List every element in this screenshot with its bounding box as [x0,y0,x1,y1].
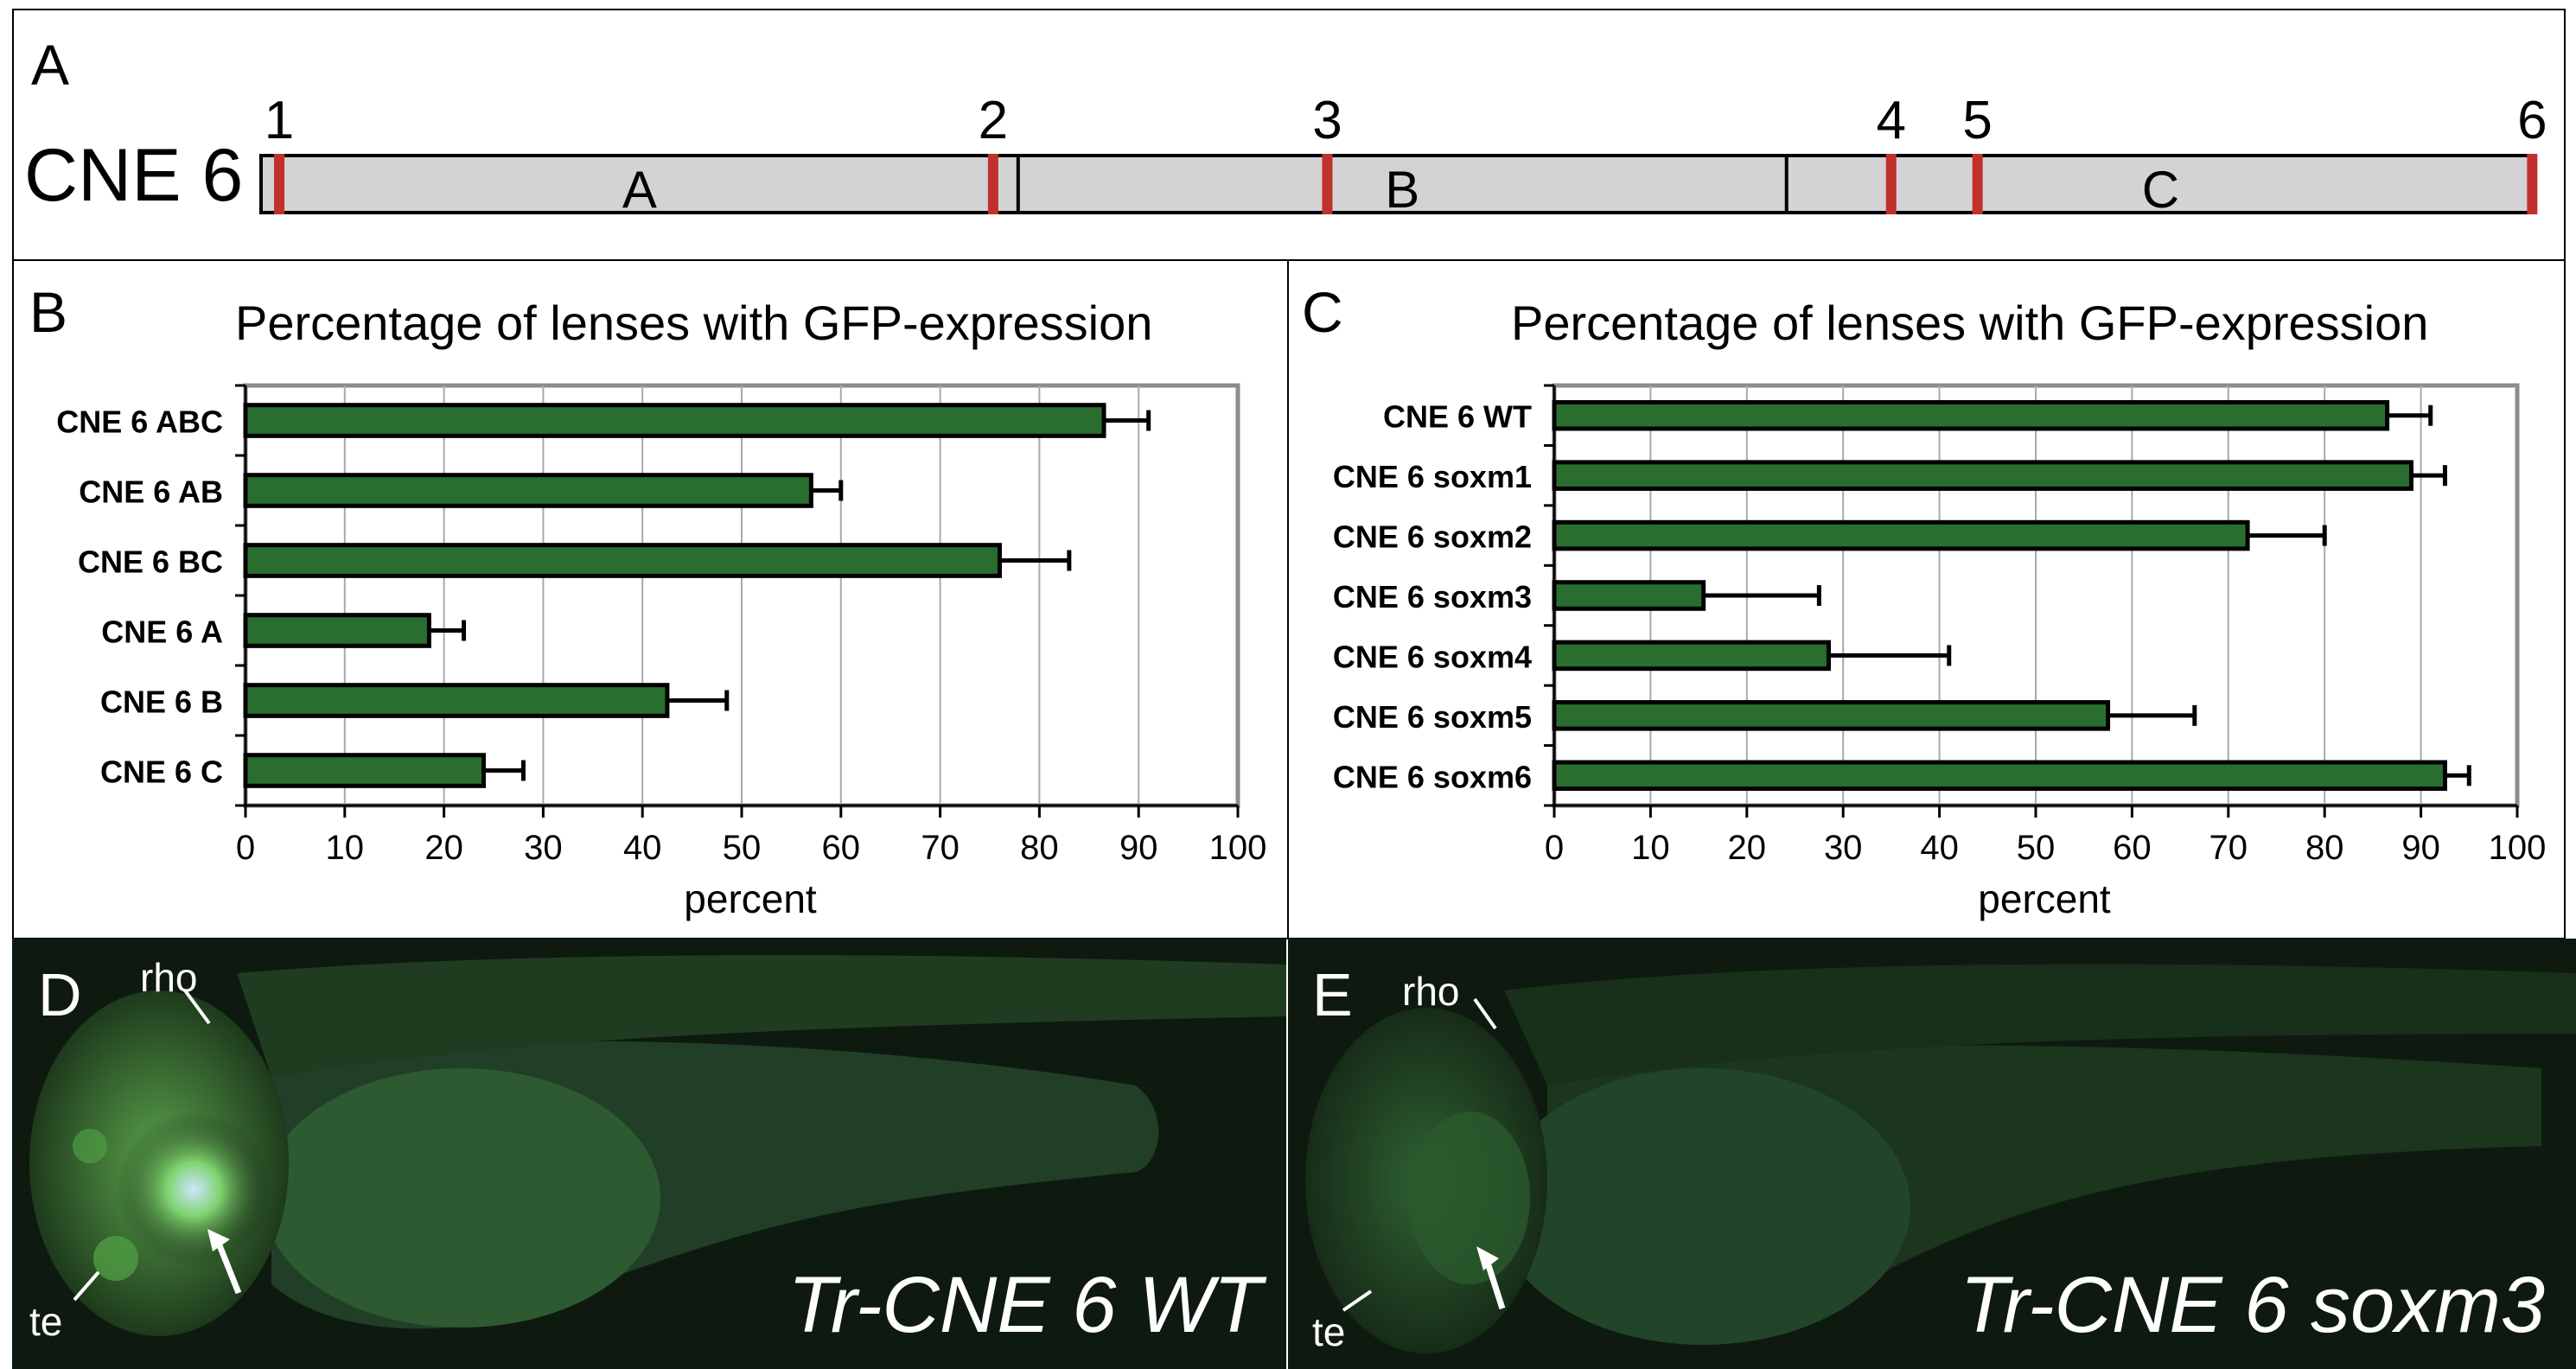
bar [1552,399,2390,431]
site-label-2: 2 [979,91,1008,150]
site-marker-4 [1885,154,1897,214]
soxm3-annotation-lines [1342,997,1506,1312]
x-tick-label: 80 [2305,829,2344,867]
bar [1552,460,2413,491]
category-label: CNE 6 WT [1383,399,1532,435]
category-label: CNE 6 soxm3 [1333,579,1532,614]
x-tick-label: 0 [1545,829,1564,867]
te-label-d: te [29,1299,63,1344]
segment-label-C: C [2142,161,2179,219]
category-label: CNE 6 soxm1 [1333,459,1532,494]
site-marker-5 [1972,154,1983,214]
panel-e-letter: E [1312,961,1353,1028]
x-tick-label: 30 [524,829,563,867]
x-tick-label: 40 [623,829,662,867]
site-marker-2 [987,154,998,214]
category-label: CNE 6 soxm5 [1333,699,1532,735]
rho-label-e: rho [1402,969,1460,1014]
site-marker-6 [2527,154,2538,214]
site-label-1: 1 [265,91,294,150]
wt-annotation-lines [73,989,242,1302]
panel-e-image: E rho te Tr-CNE 6 soxm3 [1288,939,2576,1369]
panel-d-letter: D [38,961,82,1028]
category-label: CNE 6 C [100,755,223,790]
site-label-6: 6 [2517,91,2547,150]
x-tick-label: 20 [1728,829,1767,867]
site-label-4: 4 [1876,91,1905,150]
x-tick-label: 90 [1119,829,1158,867]
site-label-3: 3 [1312,91,1342,150]
bar [243,753,487,788]
x-axis-label: percent [684,876,817,921]
panel-d-caption: Tr-CNE 6 WT [787,1261,1262,1349]
larva-soxm3-image [1305,964,2576,1353]
category-label: CNE 6 soxm4 [1333,639,1532,674]
bar [1552,640,1831,672]
chart-b-title: Percentage of lenses with GFP-expression [235,296,1153,350]
bar [1552,760,2447,792]
te-label-e: te [1312,1309,1346,1354]
bar [243,613,431,648]
x-tick-label: 70 [921,829,960,867]
x-tick-label: 60 [822,829,861,867]
x-tick-label: 70 [2209,829,2248,867]
x-tick-label: 50 [723,829,762,867]
category-label: CNE 6 soxm2 [1333,519,1532,555]
arrow-icon [1476,1246,1499,1270]
x-tick-label: 10 [326,829,365,867]
panel-b-letter: B [29,280,68,344]
segment-label-A: A [622,161,657,219]
bar [1552,519,2250,551]
x-tick-label: 80 [1020,829,1059,867]
chart-c: 0 10 20 30 40 50 60 70 80 90 100 CNE 6 WT CNE 6 soxm… [1333,383,2547,921]
x-tick-label: 30 [1824,829,1863,867]
panel-c-letter: C [1302,280,1343,344]
x-tick-label: 40 [1920,829,1959,867]
x-tick-label: 60 [2113,829,2152,867]
category-label: CNE 6 BC [78,544,223,580]
x-tick-label: 10 [1631,829,1670,867]
category-label: CNE 6 ABC [56,404,223,440]
category-label: CNE 6 B [100,684,223,720]
site-marker-3 [1322,154,1333,214]
bar [243,403,1106,438]
segment-label-B: B [1385,161,1419,219]
x-axis-label: percent [1978,876,2111,921]
category-label: CNE 6 soxm6 [1333,759,1532,794]
site-label-5: 5 [1962,91,1992,150]
chart-c-title: Percentage of lenses with GFP-expression [1511,296,2429,350]
chart-b: 0 10 20 30 40 50 60 70 80 90 100 CNE 6 ABC CNE 6 AB C… [56,383,1267,921]
panel-a-letter: A [31,33,70,97]
bar [1552,700,2111,731]
x-tick-label: 100 [2489,829,2547,867]
x-tick-label: 0 [236,829,255,867]
x-tick-label: 100 [1209,829,1267,867]
rho-label-d: rho [140,955,198,1000]
x-tick-label: 20 [424,829,463,867]
site-marker-1 [274,154,285,214]
panel-a-diagram: A B C 1 2 3 4 5 6 [259,91,2547,219]
panel-e-caption: Tr-CNE 6 soxm3 [1960,1261,2545,1349]
category-label: CNE 6 AB [79,474,223,510]
x-tick-label: 50 [2017,829,2056,867]
arrow-icon [207,1229,230,1251]
x-tick-label: 90 [2401,829,2440,867]
panel-d-image: D rho te Tr-CNE 6 WT [12,939,1286,1369]
construct-label: CNE 6 [24,134,244,217]
bar [1552,580,1706,611]
category-label: CNE 6 A [101,614,223,650]
bar [243,543,1002,578]
